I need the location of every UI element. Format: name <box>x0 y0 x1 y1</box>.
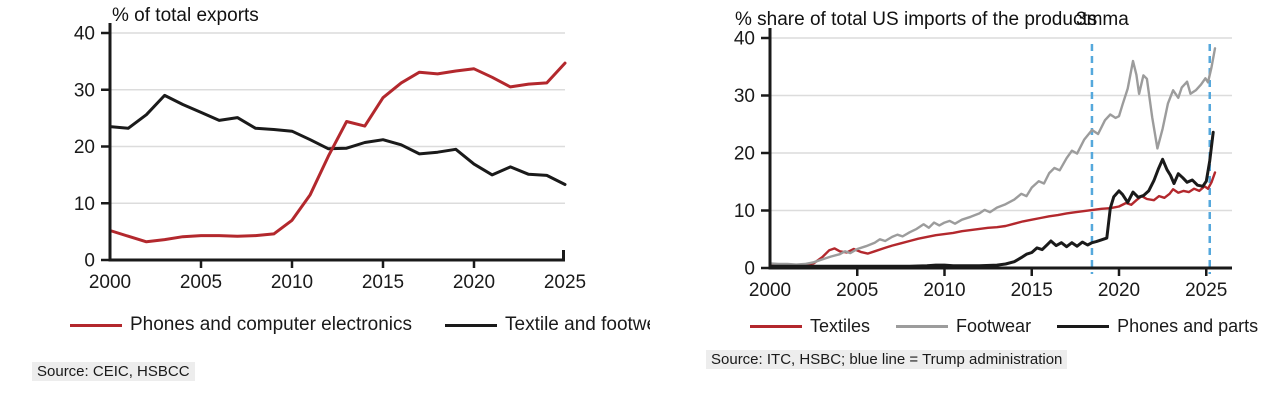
legend-label: Phones and computer electronics <box>130 314 412 335</box>
svg-text:2010: 2010 <box>271 272 313 293</box>
legend: Phones and computer electronics Textile … <box>70 314 650 336</box>
svg-text:2015: 2015 <box>1011 280 1053 301</box>
left-chart-panel: % of total exports 0 10 20 30 40 2000 2005 2010… <box>32 5 650 381</box>
legend-swatch-line <box>445 323 497 327</box>
legend-item: Footwear <box>896 316 1031 337</box>
chart-title-overlay-3mma: 3mma <box>1076 9 1129 30</box>
svg-text:2025: 2025 <box>1185 280 1227 301</box>
svg-text:20: 20 <box>74 137 95 158</box>
source-text: Source: ITC, HSBC; blue line = Trump adm… <box>706 350 1068 369</box>
legend-item: Phones and computer electronics <box>70 314 412 336</box>
svg-text:0: 0 <box>744 259 755 280</box>
svg-text:2020: 2020 <box>1098 280 1140 301</box>
svg-text:40: 40 <box>734 29 755 50</box>
svg-text:2005: 2005 <box>836 280 878 301</box>
svg-text:30: 30 <box>734 86 755 107</box>
right-chart-panel: % share of total US imports of the produ… <box>650 0 1262 418</box>
source-text: Source: CEIC, HSBCC <box>32 362 195 381</box>
svg-text:10: 10 <box>734 201 755 222</box>
svg-text:2025: 2025 <box>544 272 586 293</box>
svg-text:2010: 2010 <box>923 280 965 301</box>
svg-text:2015: 2015 <box>362 272 404 293</box>
legend-label: Textile and footwear <box>505 314 650 335</box>
svg-text:2000: 2000 <box>749 280 791 301</box>
chart-plot: 0 10 20 30 40 2000 2005 2010 2015 2020 2025 <box>734 28 1232 301</box>
svg-text:2005: 2005 <box>180 272 222 293</box>
chart-title: % share of total US imports of the produ… <box>735 9 1098 30</box>
svg-text:2020: 2020 <box>453 272 495 293</box>
legend-swatch-line <box>750 325 802 328</box>
svg-text:2000: 2000 <box>89 272 131 293</box>
chart-title: % of total exports <box>112 5 259 26</box>
svg-text:40: 40 <box>74 24 95 45</box>
svg-text:10: 10 <box>74 194 95 215</box>
legend-item: Phones and parts <box>1057 316 1258 337</box>
legend-label: Footwear <box>956 316 1032 336</box>
legend-swatch-line <box>1057 325 1110 328</box>
svg-text:0: 0 <box>84 251 95 272</box>
svg-text:20: 20 <box>734 144 755 165</box>
legend-label: Phones and parts <box>1117 316 1259 336</box>
chart-plot: 0 10 20 30 40 2000 2005 2010 2015 2020 2025 <box>74 23 586 293</box>
legend-item: Textile and footwear <box>445 314 650 336</box>
legend: Textiles Footwear Phones and parts <box>750 316 1258 337</box>
legend-item: Textiles <box>750 316 870 337</box>
legend-swatch-line <box>896 325 949 328</box>
legend-label: Textiles <box>810 316 871 336</box>
svg-text:30: 30 <box>74 80 95 101</box>
legend-swatch-line <box>70 323 122 327</box>
